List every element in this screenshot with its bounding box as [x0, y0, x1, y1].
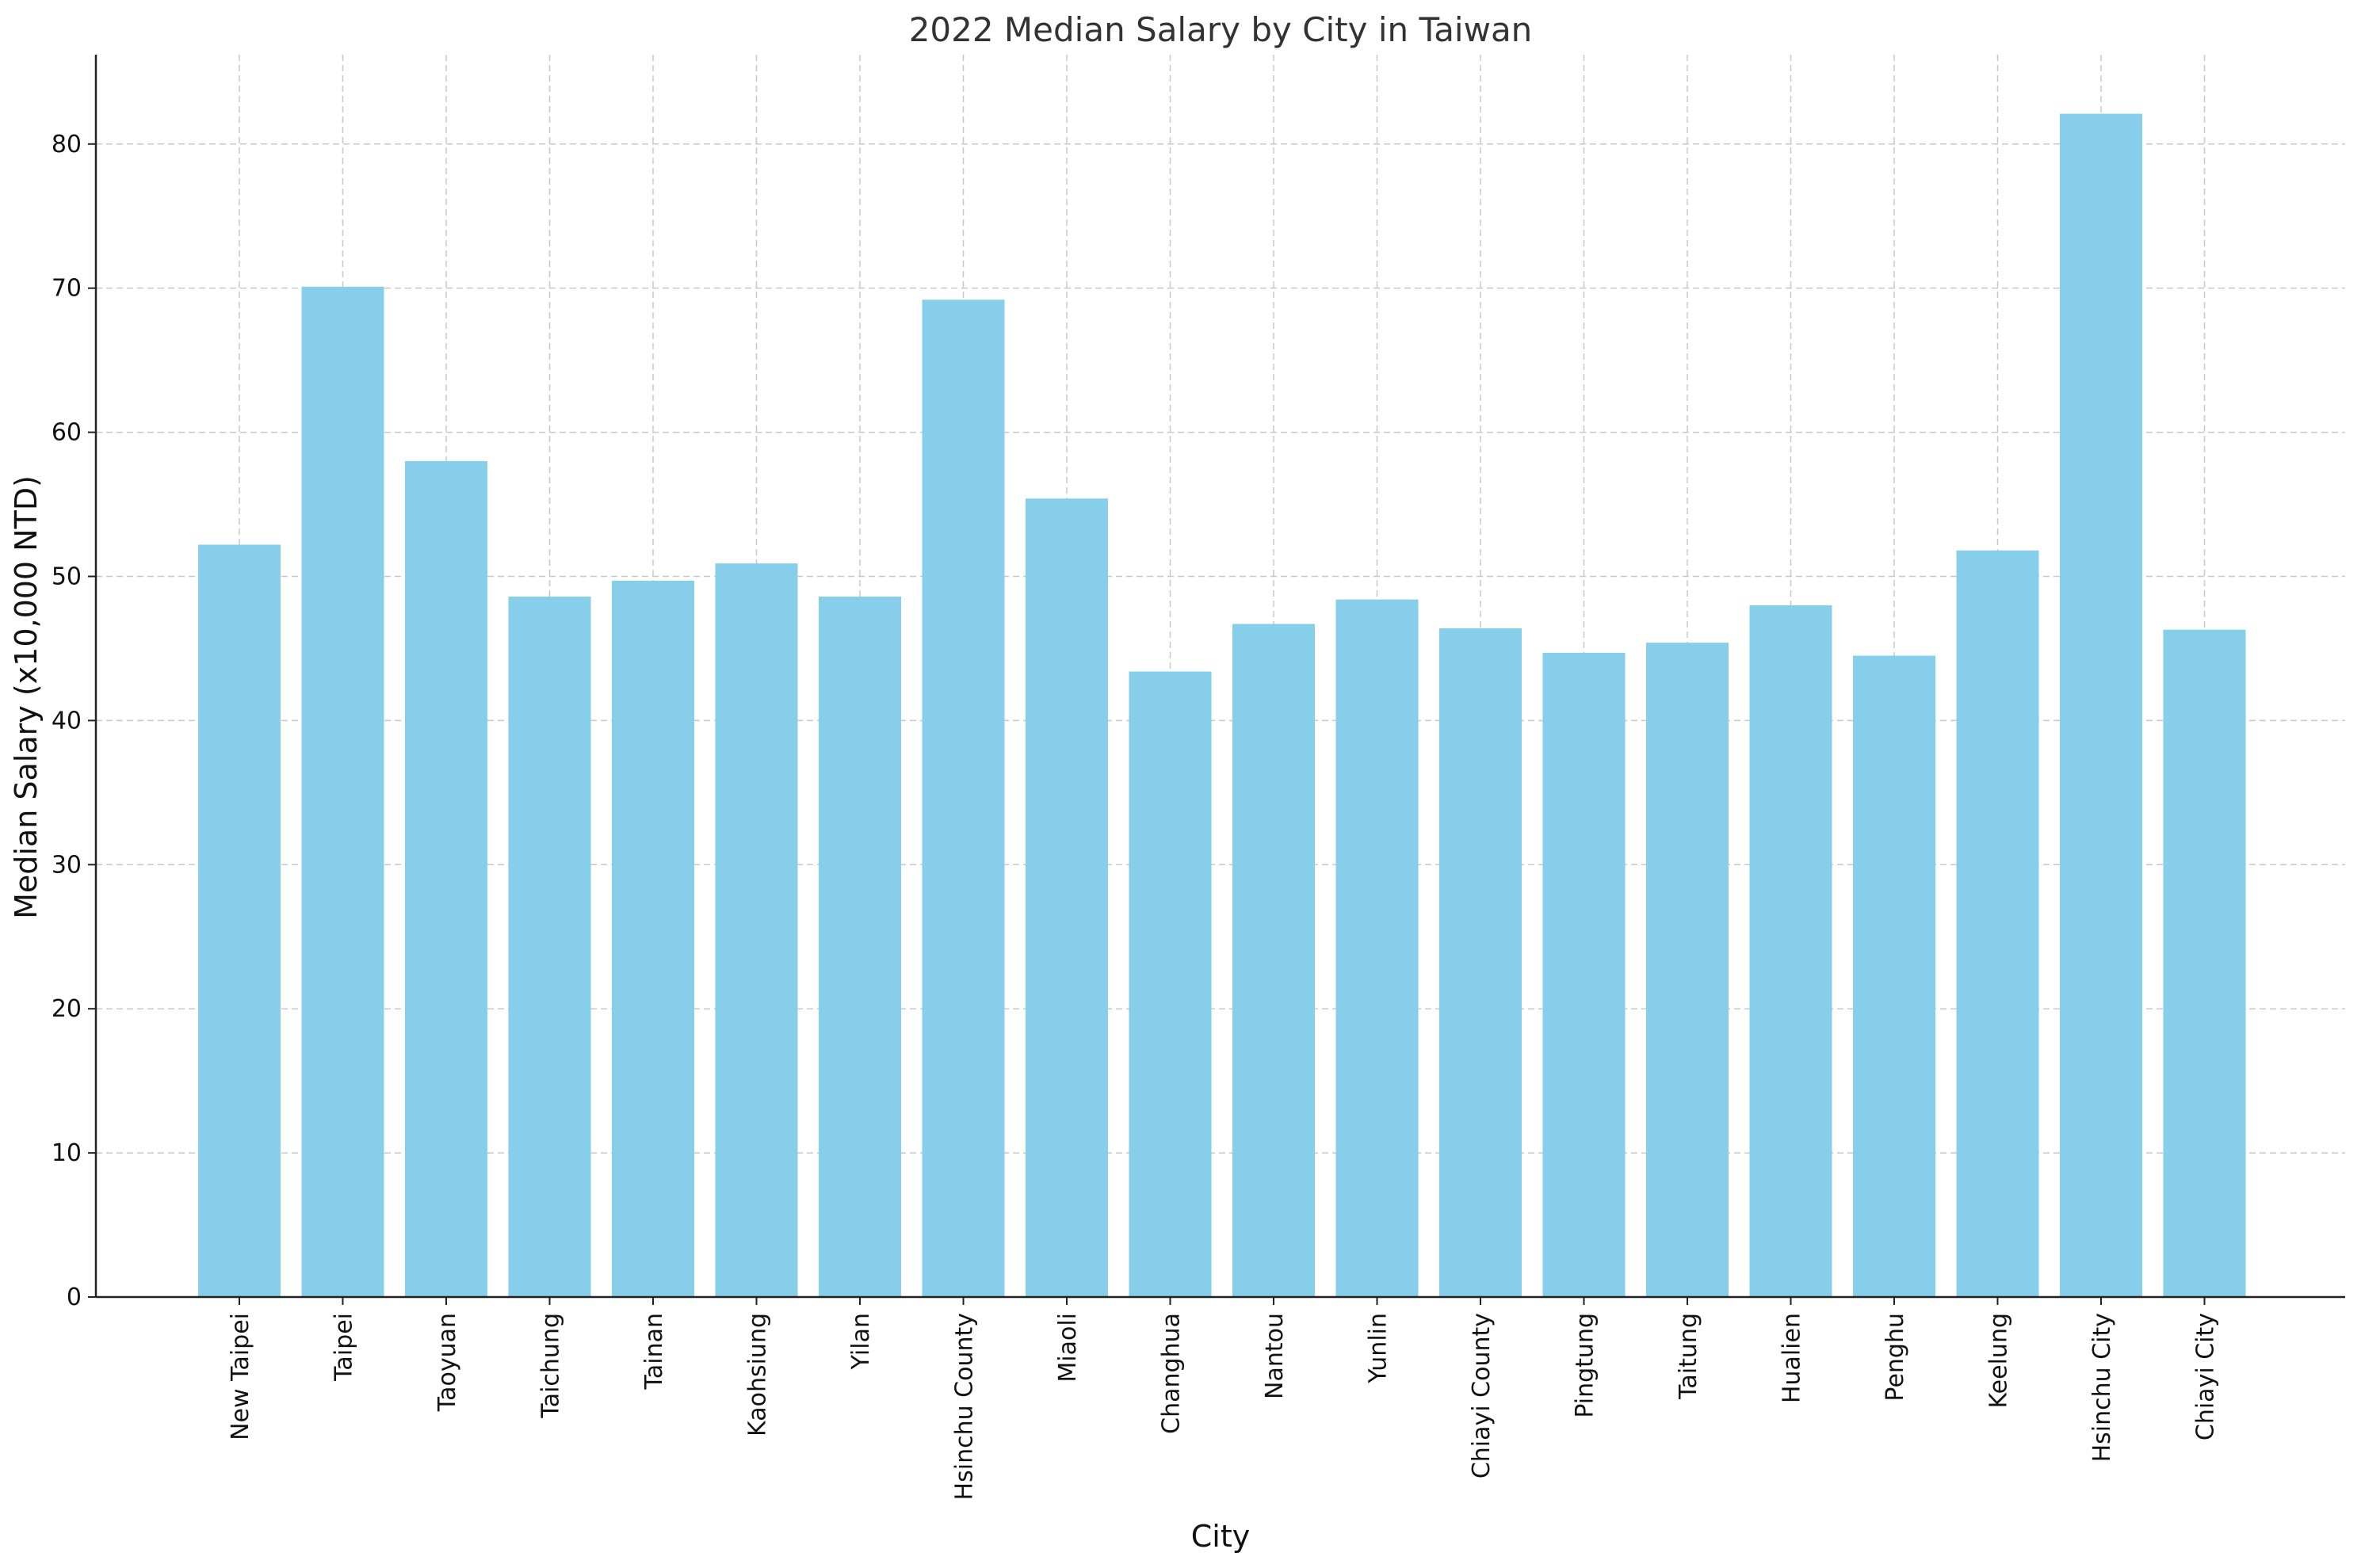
x-tick-label: New Taipei	[227, 1313, 254, 1440]
bar	[1542, 652, 1626, 1297]
bar	[1129, 671, 1212, 1297]
x-tick-labels: New Taipei Taipei Taoyuan Taichung Tainan Kao…	[227, 1313, 2220, 1500]
x-tick-label: Pingtung	[1572, 1313, 1599, 1418]
x-tick-label: Miaoli	[1054, 1313, 1082, 1383]
bar	[405, 460, 487, 1297]
x-tick-label: Hsinchu County	[951, 1313, 979, 1500]
x-tick-label: Penghu	[1882, 1313, 1909, 1402]
bar	[2060, 113, 2142, 1297]
x-tick-label: Taichung	[537, 1313, 565, 1419]
x-tick-label: Hsinchu City	[2088, 1313, 2116, 1462]
x-tick-label: Yunlin	[1365, 1313, 1393, 1384]
y-tick-labels: 0 10 20 30 40 50 60 70 80	[52, 131, 82, 1311]
x-tick-label: Hualien	[1778, 1313, 1806, 1403]
x-tick-label: Changhua	[1158, 1313, 1186, 1434]
bar	[1956, 550, 2039, 1297]
bar	[612, 580, 694, 1297]
x-axis-label: City	[1191, 1519, 1250, 1554]
bar	[1026, 498, 1108, 1297]
bar	[922, 299, 1005, 1297]
bar	[1335, 599, 1419, 1297]
bars	[198, 113, 2246, 1298]
y-tick-label: 80	[52, 131, 82, 158]
bar	[2163, 629, 2246, 1297]
x-tick-label: Tainan	[640, 1313, 668, 1391]
y-tick-label: 30	[52, 851, 82, 879]
bar	[1749, 605, 1832, 1297]
bar	[301, 286, 384, 1298]
bar	[1439, 628, 1522, 1297]
bar	[198, 544, 281, 1297]
x-tick-label: Taoyuan	[434, 1313, 461, 1412]
y-tick-label: 40	[52, 707, 82, 734]
x-tick-label: Chiayi City	[2192, 1313, 2220, 1440]
bar	[1853, 655, 1935, 1297]
y-tick-label: 0	[67, 1284, 82, 1311]
y-tick-label: 60	[52, 419, 82, 447]
bar	[819, 596, 901, 1297]
y-tick-label: 70	[52, 275, 82, 303]
x-tick-label: Taitung	[1675, 1313, 1702, 1400]
x-tick-label: Taipei	[330, 1313, 358, 1382]
chart-title: 2022 Median Salary by City in Taiwan	[909, 10, 1533, 49]
x-tick-label: Yilan	[847, 1313, 875, 1370]
bar	[1646, 643, 1729, 1297]
y-axis-label: Median Salary (x10,000 NTD)	[9, 475, 44, 919]
y-tick-label: 10	[52, 1139, 82, 1167]
bar	[508, 596, 591, 1297]
x-tick-label: Kaohsiung	[744, 1313, 772, 1436]
y-tick-label: 50	[52, 563, 82, 590]
x-tick-label: Keelung	[1985, 1313, 2013, 1409]
x-tick-label: Nantou	[1261, 1313, 1289, 1399]
x-tick-label: Chiayi County	[1468, 1313, 1496, 1478]
axes	[88, 55, 2345, 1305]
y-tick-label: 20	[52, 995, 82, 1023]
bar	[1232, 624, 1315, 1297]
bar	[715, 563, 798, 1297]
